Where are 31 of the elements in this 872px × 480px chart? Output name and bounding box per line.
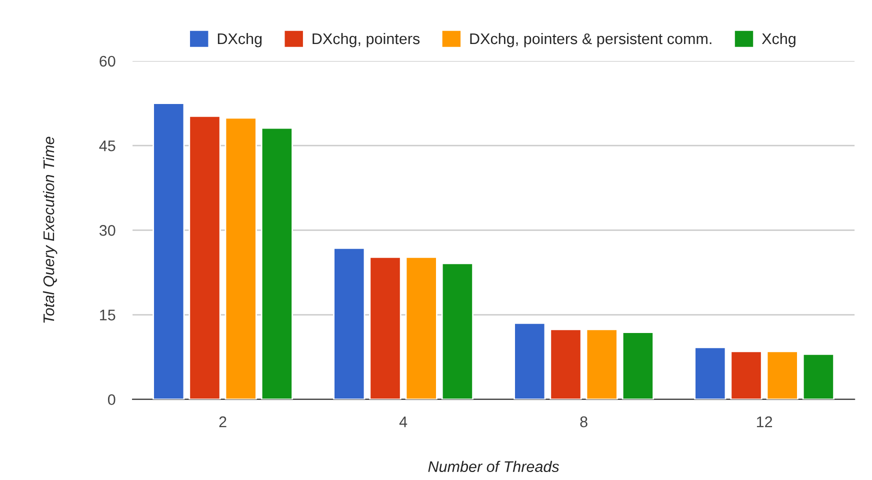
- bar: [188, 116, 221, 400]
- legend-label: DXchg: [218, 32, 262, 48]
- x-axis-title: Number of Threads: [428, 460, 560, 472]
- bar: [550, 328, 582, 400]
- x-tick-label: 8: [580, 416, 588, 428]
- bar: [333, 248, 366, 400]
- bar: [514, 322, 546, 400]
- y-tick-label: 30: [99, 225, 116, 236]
- x-tick-label: 12: [756, 416, 772, 428]
- bar: [586, 328, 618, 400]
- y-tick-label: 60: [100, 56, 116, 67]
- bar: [802, 354, 834, 400]
- bar: [369, 256, 402, 400]
- legend-label: DXchg, pointers & persistent comm.: [470, 32, 712, 48]
- x-tick-label: 4: [399, 416, 408, 428]
- y-tick-label: 45: [99, 140, 116, 152]
- bar: [622, 332, 654, 400]
- y-tick-label: 15: [100, 310, 116, 320]
- legend-label: DXchg, pointers: [312, 32, 420, 48]
- bar: [441, 262, 474, 400]
- bar: [694, 346, 726, 400]
- bar: [152, 102, 185, 400]
- bar: [730, 350, 762, 400]
- y-tick-label: 0: [108, 394, 116, 406]
- x-tick-label: 2: [219, 416, 226, 428]
- bar: [260, 127, 293, 400]
- bar: [224, 117, 257, 400]
- bar: [766, 350, 798, 400]
- y-axis-title: Total Query Execution Time: [42, 136, 58, 323]
- legend-label: Xchg: [762, 32, 796, 48]
- bar: [405, 256, 438, 400]
